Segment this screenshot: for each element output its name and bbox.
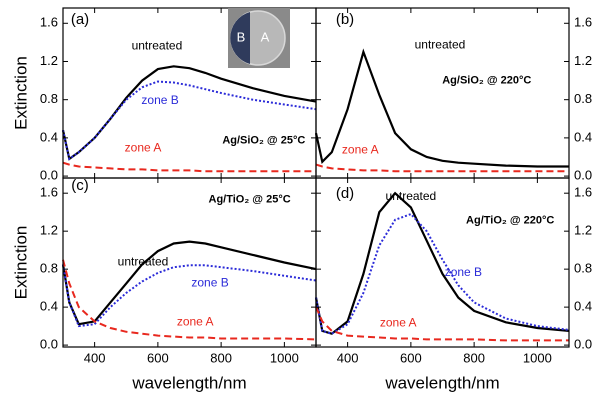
line	[62, 80, 317, 161]
y-tick-label: 0.0	[574, 337, 592, 352]
x-tick-label: 600	[147, 350, 169, 365]
x-tick-label: 1000	[270, 350, 299, 365]
y-tick-label: 0.8	[574, 91, 592, 106]
y-tick-label: 1.6	[574, 185, 592, 200]
x-axis-label: wavelength/nm	[384, 373, 499, 392]
line	[62, 161, 316, 173]
panel: untreated zone B zone A 0.0 0.4 0.8 1.2 1.6 400 6…	[11, 177, 317, 392]
y-tick-label: 0.0	[40, 168, 58, 183]
series-label: zone A	[177, 314, 214, 328]
y-tick-label: 0.4	[40, 299, 58, 314]
panel-label: (a)	[71, 11, 89, 28]
inset-label: B	[237, 29, 246, 44]
line	[62, 259, 317, 341]
line	[314, 48, 569, 168]
y-axis-label: Extinction	[11, 56, 30, 130]
panel: untreated zone A 0.0 0.4 0.8 1.2 1.6 (b) Ag/SiO₂…	[314, 7, 592, 183]
y-tick-label: 1.2	[40, 223, 58, 238]
line	[62, 264, 317, 328]
annotation: Ag/SiO₂ @ 25°C	[222, 135, 305, 147]
series-label: zone A	[380, 315, 417, 329]
line	[315, 212, 570, 335]
series-label: zone B	[445, 265, 482, 279]
x-tick-label: 1000	[523, 350, 552, 365]
line	[314, 191, 570, 335]
plot-frame	[315, 177, 570, 348]
y-tick-label: 1.6	[40, 15, 58, 30]
y-tick-label: 0.8	[40, 261, 58, 276]
series-label: zone A	[342, 142, 379, 156]
series-label: untreated	[132, 38, 183, 52]
y-tick-label: 0.8	[574, 261, 592, 276]
line	[315, 306, 569, 342]
y-tick-label: 1.6	[40, 185, 58, 200]
inset-photo: B A	[228, 8, 290, 68]
series-label: zone B	[141, 93, 178, 107]
series-label: untreated	[415, 37, 466, 51]
y-tick-label: 0.0	[574, 168, 592, 183]
y-tick-label: 1.2	[40, 53, 58, 68]
series-label: zone A	[125, 141, 162, 155]
x-axis-label: wavelength/nm	[131, 373, 246, 392]
y-tick-label: 0.4	[574, 129, 592, 144]
annotation: Ag/SiO₂ @ 220°C	[442, 74, 531, 86]
y-tick-label: 1.6	[574, 15, 592, 30]
y-tick-label: 1.2	[574, 53, 592, 68]
series-label: untreated	[118, 255, 169, 269]
x-tick-label: 600	[400, 350, 422, 365]
inset-zone-b	[230, 12, 250, 64]
y-tick-label: 0.4	[574, 299, 592, 314]
y-tick-label: 1.2	[574, 223, 592, 238]
x-tick-label: 400	[84, 350, 106, 365]
line	[315, 163, 569, 173]
panel: untreated zone B zone A 0.0 0.4 0.8 1.2 1.6 400 6…	[314, 177, 592, 392]
series-label: untreated	[386, 189, 437, 203]
x-tick-label: 800	[463, 350, 485, 365]
series-label: zone B	[191, 276, 228, 290]
y-tick-label: 0.8	[40, 91, 58, 106]
x-tick-label: 400	[337, 350, 359, 365]
inset-label: A	[261, 29, 270, 44]
panel: untreated zone B zone A 0.0 0.4 0.8 1.2 1.6 Exti…	[11, 7, 317, 183]
x-tick-label: 800	[210, 350, 232, 365]
annotation: Ag/TiO₂ @ 220°C	[466, 215, 554, 227]
panel-label: (c)	[71, 177, 89, 194]
line	[61, 240, 317, 326]
y-axis-label: Extinction	[11, 226, 30, 300]
annotation: Ag/TiO₂ @ 25°C	[209, 194, 291, 206]
panel-label: (d)	[336, 185, 354, 202]
panel-label: (b)	[336, 11, 354, 28]
y-tick-label: 0.4	[40, 129, 58, 144]
y-tick-label: 0.0	[40, 337, 58, 352]
